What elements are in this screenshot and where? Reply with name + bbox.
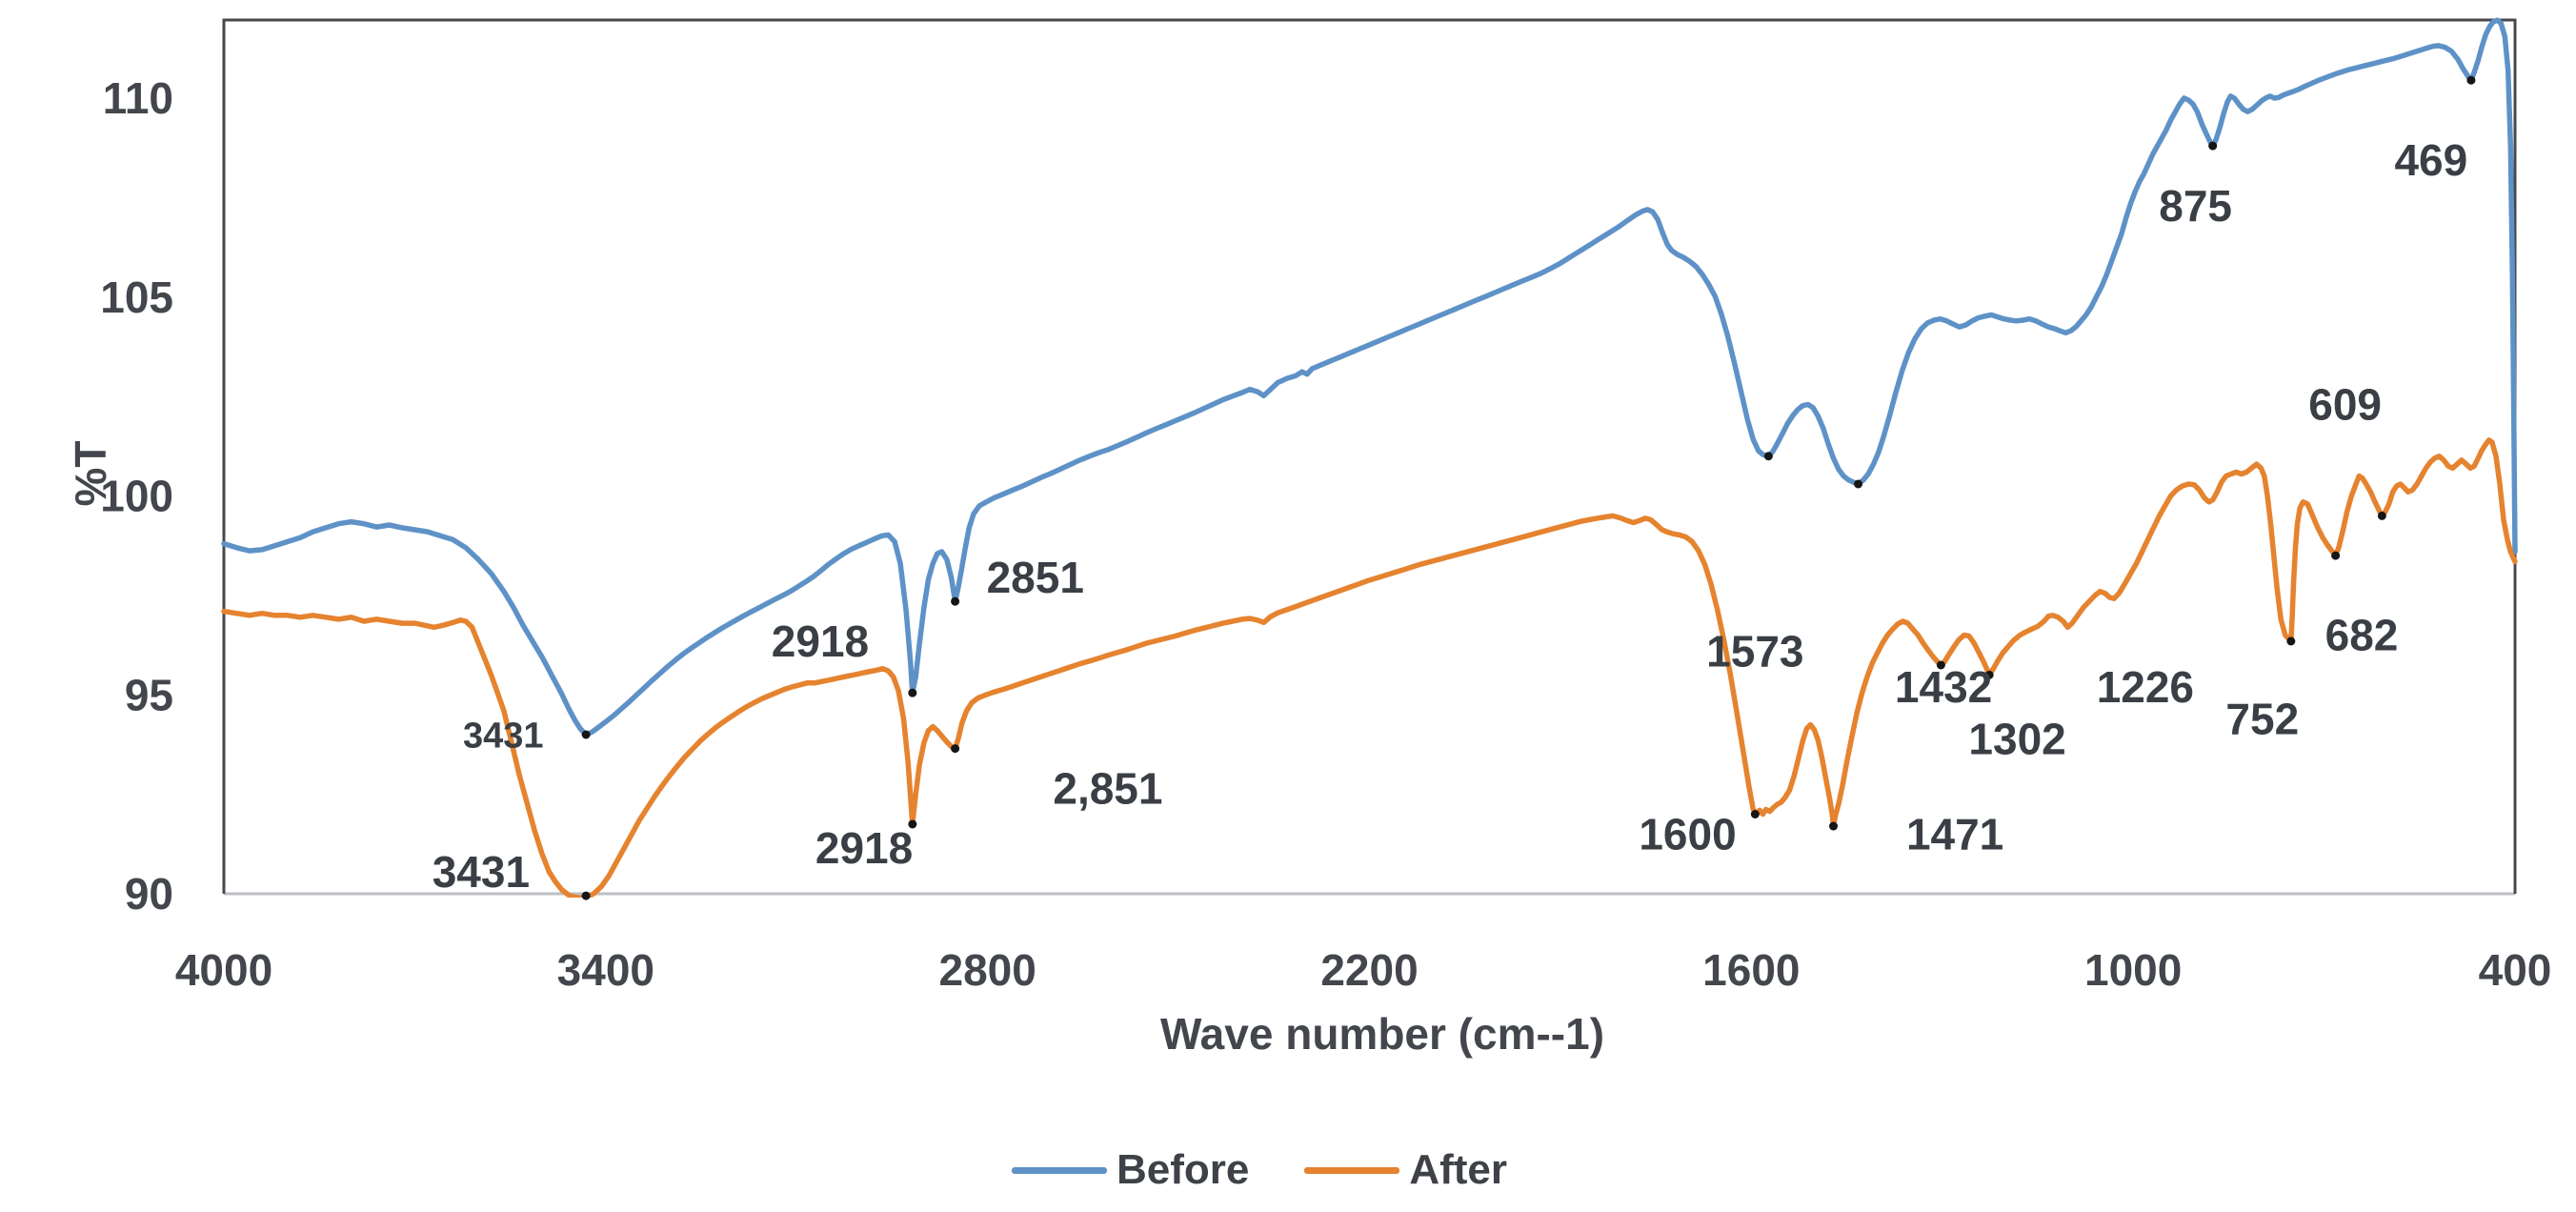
x-tick-label: 2200: [1320, 945, 1418, 995]
peak-marker-before-875: [2208, 141, 2218, 151]
peak-marker-after-1226: [1984, 670, 1994, 679]
series-line-after: [221, 437, 2518, 898]
peak-marker-before-3431: [581, 730, 591, 739]
peak-label-before-1432: 1432: [1895, 662, 1992, 712]
x-tick-label: 4000: [175, 945, 272, 995]
peak-label-before-2851: 2851: [987, 553, 1084, 602]
peak-label-after-3431: 3431: [433, 847, 530, 897]
y-axis-title: %T: [66, 440, 115, 507]
legend-item-after: After: [1304, 1149, 1507, 1191]
peak-marker-before-469: [2466, 75, 2476, 85]
peak-marker-after-682: [2331, 551, 2341, 560]
peak-marker-before-1573: [1763, 452, 1773, 461]
peak-label-after-2918: 2918: [815, 823, 913, 873]
plot-border: [222, 18, 2517, 894]
x-tick-label: 1600: [1702, 945, 1800, 995]
x-tick-label: 3400: [557, 945, 654, 995]
y-tick-label: 105: [100, 273, 173, 322]
peak-label-after-1302: 1302: [1968, 714, 2065, 763]
x-tick-label: 2800: [938, 945, 1036, 995]
x-tick-label: 1000: [2084, 945, 2182, 995]
x-axis-title: Wave number (cm--1): [1159, 1009, 1605, 1059]
peak-label-before-2918: 2918: [772, 616, 869, 666]
peak-marker-after-2918: [908, 819, 917, 829]
legend-item-before: Before: [1011, 1146, 1250, 1193]
legend-line-after-icon: [1304, 1166, 1400, 1174]
peak-label-before-875: 875: [2159, 181, 2232, 231]
chart-legend: Before After: [1011, 1146, 1507, 1193]
peak-marker-after-2851: [951, 744, 960, 754]
peak-label-after-1600: 1600: [1639, 809, 1736, 858]
peak-label-before-1573: 1573: [1706, 626, 1803, 676]
peak-marker-after-609: [2377, 511, 2386, 520]
legend-label-before: Before: [1116, 1146, 1250, 1193]
peak-marker-after-1594: [1750, 810, 1760, 818]
peak-label-after-682: 682: [2325, 611, 2399, 660]
x-tick-label: 400: [2479, 945, 2552, 995]
y-tick-label: 110: [103, 73, 173, 123]
peak-label-after-609: 609: [2308, 380, 2382, 430]
peak-marker-after-752: [2286, 636, 2296, 646]
peak-label-after-752: 752: [2225, 694, 2299, 743]
y-tick-label: 95: [125, 670, 173, 719]
legend-label-after: After: [1409, 1146, 1508, 1193]
peak-label-before-469: 469: [2394, 135, 2467, 185]
y-tick-label: 100: [100, 472, 173, 521]
peak-label-after-1226: 1226: [2097, 662, 2194, 712]
peak-label-before-3431: 3431: [463, 716, 544, 756]
peak-marker-after-3431: [581, 891, 591, 900]
peak-marker-before-2918: [908, 688, 917, 697]
peak-marker-after-1302: [1936, 660, 1945, 670]
peak-marker-before-1432: [1854, 479, 1863, 489]
peak-marker-after-1471: [1829, 821, 1839, 831]
legend-line-before-icon: [1011, 1166, 1107, 1174]
peak-label-after-2851: 2,851: [1053, 763, 1162, 813]
peak-label-after-1471: 1471: [1906, 809, 2003, 858]
y-tick-label: 90: [125, 869, 173, 919]
series-line-before: [221, 17, 2518, 737]
peak-marker-before-2851: [951, 596, 960, 606]
